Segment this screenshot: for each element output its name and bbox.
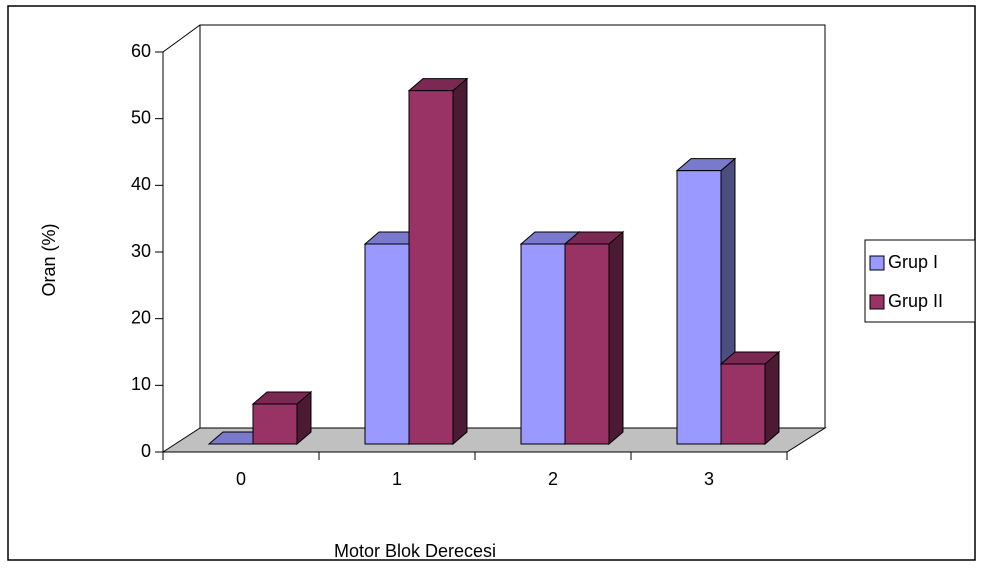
y-tick-label: 10 <box>131 374 151 394</box>
bar <box>408 90 454 445</box>
y-axis-title: Oran (%) <box>39 223 59 296</box>
bar <box>676 170 722 445</box>
y-tick-label: 0 <box>141 441 151 461</box>
legend-swatch <box>869 294 885 310</box>
y-tick-label: 40 <box>131 174 151 194</box>
legend-swatch <box>869 255 885 271</box>
y-tick-label: 20 <box>131 307 151 327</box>
bar-side <box>452 77 468 446</box>
x-tick-label: 1 <box>392 469 402 489</box>
bar <box>520 243 566 445</box>
x-axis-title: Motor Blok Derecesi <box>334 541 496 561</box>
bar <box>720 363 766 445</box>
legend-label: Grup II <box>888 291 943 311</box>
y-tick-label: 50 <box>131 107 151 127</box>
y-tick-label: 30 <box>131 241 151 261</box>
legend-label: Grup I <box>888 252 938 272</box>
x-tick-label: 0 <box>236 469 246 489</box>
bar <box>564 243 610 445</box>
bar-side <box>764 350 780 446</box>
bar-side <box>608 230 624 446</box>
x-tick-label: 3 <box>704 469 714 489</box>
bar <box>252 403 298 445</box>
bar <box>364 243 410 445</box>
x-tick-label: 2 <box>548 469 558 489</box>
y-tick-label: 60 <box>131 41 151 61</box>
